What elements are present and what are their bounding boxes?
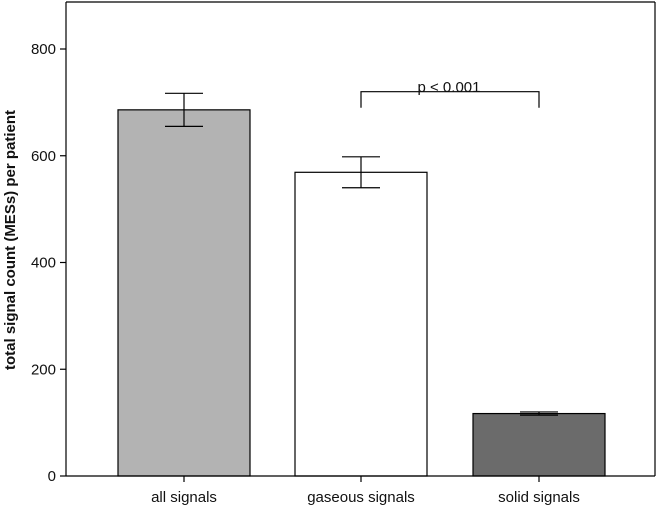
y-tick-label: 200	[31, 361, 56, 378]
bar-all-signals	[117, 109, 251, 477]
bar-gaseous-signals	[294, 171, 428, 477]
x-category-label: gaseous signals	[307, 489, 415, 506]
p-value-annotation: p < 0.001	[418, 79, 481, 96]
significance-bracket	[360, 91, 540, 108]
y-tick-label: 0	[48, 468, 56, 485]
y-tick-label: 800	[31, 41, 56, 58]
y-tick-label: 600	[31, 148, 56, 165]
bar-solid-signals	[472, 412, 606, 477]
y-tick-label: 400	[31, 255, 56, 272]
x-category-label: solid signals	[498, 489, 580, 506]
y-axis-title: total signal count (MESs) per patient	[2, 110, 19, 370]
x-category-label: all signals	[151, 489, 217, 506]
